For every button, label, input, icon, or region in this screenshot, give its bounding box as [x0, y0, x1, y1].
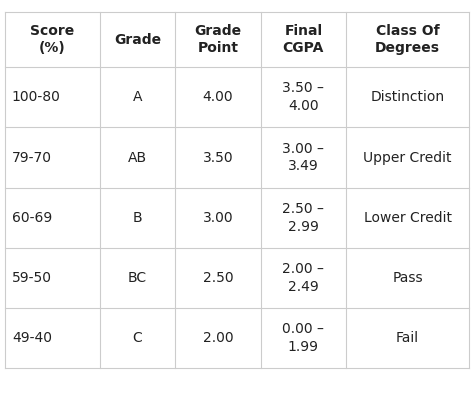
Text: 79-70: 79-70 — [12, 151, 52, 164]
Text: 2.50: 2.50 — [203, 271, 233, 285]
Text: 100-80: 100-80 — [12, 90, 61, 104]
Text: Upper Credit: Upper Credit — [364, 151, 452, 164]
Text: 3.50 –
4.00: 3.50 – 4.00 — [283, 81, 324, 113]
Text: Final
CGPA: Final CGPA — [283, 24, 324, 55]
Text: BC: BC — [128, 271, 147, 285]
Text: Fail: Fail — [396, 331, 419, 345]
Text: Lower Credit: Lower Credit — [364, 211, 452, 225]
Text: Pass: Pass — [392, 271, 423, 285]
Text: 59-50: 59-50 — [12, 271, 52, 285]
Text: Class Of
Degrees: Class Of Degrees — [375, 24, 440, 55]
Text: 49-40: 49-40 — [12, 331, 52, 345]
Text: C: C — [133, 331, 142, 345]
Text: 3.00: 3.00 — [203, 211, 233, 225]
Text: 2.00 –
2.49: 2.00 – 2.49 — [283, 262, 324, 294]
Text: A: A — [133, 90, 142, 104]
Text: 2.50 –
2.99: 2.50 – 2.99 — [283, 202, 324, 234]
Text: Grade
Point: Grade Point — [194, 24, 242, 55]
Text: Score
(%): Score (%) — [30, 24, 74, 55]
Text: 3.00 –
3.49: 3.00 – 3.49 — [283, 142, 324, 173]
Text: 4.00: 4.00 — [203, 90, 233, 104]
Text: AB: AB — [128, 151, 147, 164]
Text: Grade: Grade — [114, 33, 161, 47]
Text: 2.00: 2.00 — [203, 331, 233, 345]
Text: 3.50: 3.50 — [203, 151, 233, 164]
Text: 60-69: 60-69 — [12, 211, 52, 225]
Text: B: B — [133, 211, 142, 225]
Text: 0.00 –
1.99: 0.00 – 1.99 — [283, 322, 324, 354]
Text: Distinction: Distinction — [371, 90, 445, 104]
